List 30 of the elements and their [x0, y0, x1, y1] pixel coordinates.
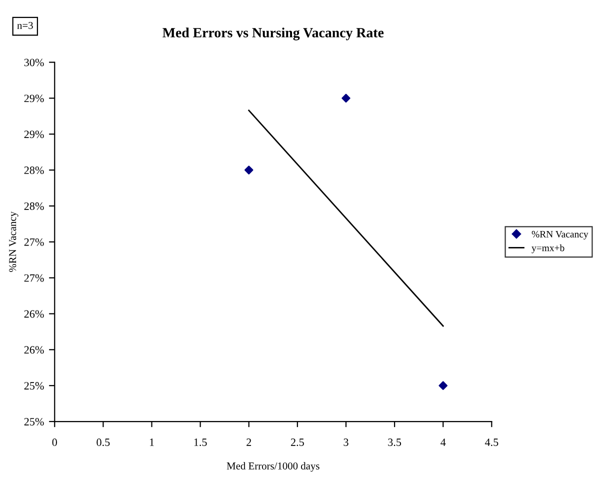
y-tick-label: 25%	[24, 382, 44, 390]
y-tick-label: 29%	[24, 130, 44, 138]
x-tick-label: 2.5	[290, 438, 304, 446]
y-tick-label: 25%	[24, 418, 44, 426]
y-tick-label: 29%	[24, 94, 44, 102]
point	[342, 94, 350, 103]
x-tick-label: 3.5	[388, 438, 402, 446]
y-tick-label: 27%	[24, 274, 44, 282]
y-tick-label: 28%	[24, 202, 44, 210]
y-tick-label: 30%	[24, 58, 44, 66]
x-tick-label: 2	[246, 438, 252, 446]
chart-title: Med Errors vs Nursing Vacancy Rate	[162, 28, 384, 40]
y-tick-label: 28%	[24, 166, 44, 174]
point	[438, 381, 448, 390]
point	[244, 166, 254, 174]
x-tick-label: 1.5	[194, 438, 207, 446]
y-axis-title: %RN Vacancy	[9, 212, 18, 272]
text: n=3	[17, 22, 33, 29]
legend-label: %RN Vacancy	[532, 230, 588, 240]
y-tick-label: 27%	[24, 238, 44, 246]
x-tick-label: 3	[344, 438, 348, 446]
x-tick-label: 0	[52, 438, 57, 446]
x-axis-title: Med Errors/1000 days	[226, 462, 320, 472]
x-tick-label: 4	[440, 438, 446, 446]
y-tick-label: 26%	[24, 310, 44, 318]
x-tick-label: 0.5	[96, 438, 110, 446]
x-tick-label: 1	[150, 438, 154, 446]
x-tick-label: 4.5	[484, 438, 498, 446]
legend-label: y=mx+b	[532, 244, 564, 254]
y-tick-label: 26%	[24, 346, 44, 354]
